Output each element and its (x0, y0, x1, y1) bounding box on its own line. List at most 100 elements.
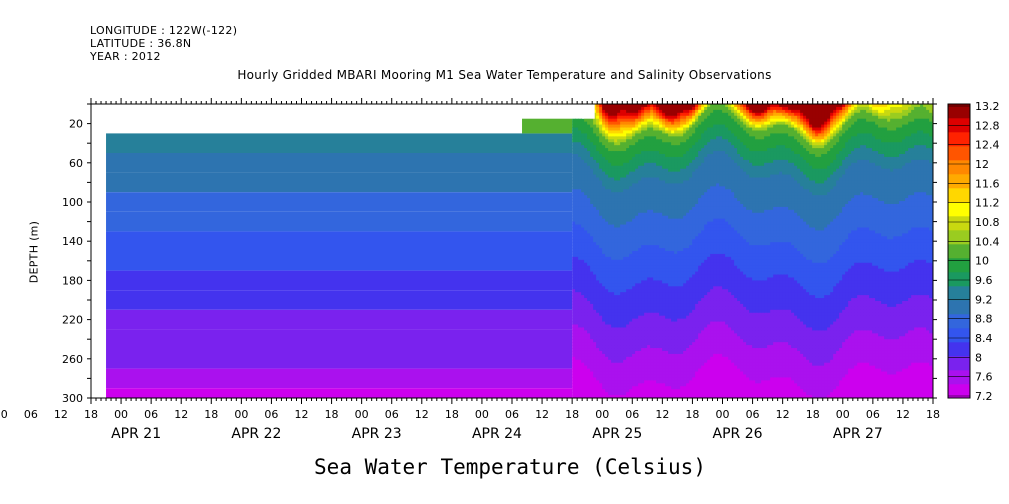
x-day-label: APR 26 (713, 426, 763, 442)
flat-band-4 (106, 211, 573, 232)
x-hour-label: 12 (655, 408, 669, 421)
x-hour-label: 18 (806, 408, 820, 421)
x-hour-label: 06 (385, 408, 399, 421)
colorbar-label: 9.6 (975, 274, 993, 287)
colorbar-swatch (948, 300, 970, 315)
x-hour-label: 00 (716, 408, 730, 421)
x-hour-label: 00 (836, 408, 850, 421)
x-hour-label: 18 (926, 408, 940, 421)
x-day-label: APR 23 (352, 426, 402, 442)
x-hour-label: 06 (505, 408, 519, 421)
colorbar: 7.2 7.6 8 8.4 8.8 9.2 9.6 10 10.4 10.8 11.2 11.6 12 1… (947, 100, 1000, 403)
x-day-label: APR 27 (833, 426, 883, 442)
x-hour-label: 12 (54, 408, 68, 421)
x-hour-label: 06 (24, 408, 38, 421)
colorbar-swatch (948, 314, 970, 329)
colorbar-swatch (948, 286, 970, 301)
y-tick-label: 140 (62, 235, 83, 248)
colorbar-swatch (948, 272, 970, 287)
colorbar-swatch (948, 160, 970, 175)
x-hour-label: 12 (415, 408, 429, 421)
colorbar-swatch (948, 132, 970, 147)
x-hour-label: 12 (295, 408, 309, 421)
data-gap (582, 104, 595, 119)
y-axis-label: DEPTH (m) (27, 220, 41, 284)
flat-band-8 (106, 290, 573, 310)
flat-band-7 (106, 270, 573, 291)
x-hour-label: 12 (896, 408, 910, 421)
colorbar-label: 13.2 (975, 100, 1000, 113)
x-hour-label: 18 (565, 408, 579, 421)
flat-band-1 (106, 153, 573, 173)
x-hour-label: 06 (746, 408, 760, 421)
step-band (522, 118, 573, 134)
colorbar-swatch (948, 104, 970, 119)
x-hour-label: 06 (144, 408, 158, 421)
y-tick-label: 180 (62, 274, 83, 287)
flat-band-9 (106, 309, 573, 330)
x-hour-label: 12 (535, 408, 549, 421)
x-day-label: APR 22 (231, 426, 281, 442)
colorbar-label: 12.4 (975, 139, 1000, 152)
y-axis: 20 60 100 140 180 220 260 300 (62, 103, 937, 405)
colorbar-swatch (948, 342, 970, 357)
colorbar-label: 8 (975, 351, 982, 364)
x-hour-label: 00 (355, 408, 369, 421)
flat-band-12 (106, 368, 573, 389)
flat-band-11 (106, 349, 573, 369)
colorbar-label: 12 (975, 158, 989, 171)
x-hour-label: 00 (114, 408, 128, 421)
colorbar-swatch (948, 258, 970, 273)
flat-band-13 (106, 388, 573, 398)
colorbar-label: 11.2 (975, 197, 1000, 210)
x-axis: 00 06 12 18 00 06 12 18 00 06 12 18 00 06 12 18 00 06 12 18… (0, 98, 940, 442)
colorbar-swatch (948, 356, 970, 371)
flat-band-2 (106, 172, 573, 193)
colorbar-swatch (948, 146, 970, 161)
x-hour-label: 00 (595, 408, 609, 421)
colorbar-swatch (948, 188, 970, 203)
x-hour-label: 12 (776, 408, 790, 421)
colorbar-label: 8.4 (975, 332, 993, 345)
colorbar-label: 9.2 (975, 293, 993, 306)
y-tick-label: 260 (62, 353, 83, 366)
colorbar-label: 7.6 (975, 371, 993, 384)
x-day-label: APR 21 (111, 426, 161, 442)
colorbar-swatch (948, 202, 970, 217)
x-hour-label: 00 (234, 408, 248, 421)
y-tick-label: 300 (62, 392, 83, 405)
flat-band-0 (106, 133, 573, 153)
x-hour-label: 18 (84, 408, 98, 421)
colorbar-label: 10.4 (975, 235, 1000, 248)
colorbar-label: 8.8 (975, 313, 993, 326)
colorbar-swatch (948, 370, 970, 385)
colorbar-label: 11.6 (975, 177, 1000, 190)
colorbar-swatch (948, 174, 970, 189)
colorbar-swatch (948, 384, 970, 399)
x-hour-label: 18 (325, 408, 339, 421)
x-hour-label: 18 (685, 408, 699, 421)
heatmap-fill (106, 104, 933, 398)
flat-band-6 (106, 251, 573, 271)
year-label: YEAR : 2012 (90, 50, 161, 63)
x-hour-label: 06 (264, 408, 278, 421)
y-tick-label: 20 (69, 118, 83, 131)
plot-title: Hourly Gridded MBARI Mooring M1 Sea Wate… (237, 68, 772, 82)
colorbar-swatch (948, 244, 970, 259)
x-day-label: APR 25 (592, 426, 642, 442)
colorbar-swatch (948, 230, 970, 245)
flat-band-10 (106, 329, 573, 349)
colorbar-swatch (948, 328, 970, 343)
colorbar-label: 10 (975, 255, 989, 268)
colorbar-border (947, 103, 971, 399)
x-day-label: APR 24 (472, 426, 522, 442)
x-hour-label: 12 (174, 408, 188, 421)
colorbar-label: 10.8 (975, 216, 1000, 229)
y-tick-label: 220 (62, 314, 83, 327)
colorbar-label: 12.8 (975, 119, 1000, 132)
x-axis-label: Sea Water Temperature (Celsius) (314, 455, 706, 479)
x-hour-label: 18 (445, 408, 459, 421)
y-tick-label: 60 (69, 157, 83, 170)
latitude-label: LATITUDE : 36.8N (90, 37, 192, 50)
